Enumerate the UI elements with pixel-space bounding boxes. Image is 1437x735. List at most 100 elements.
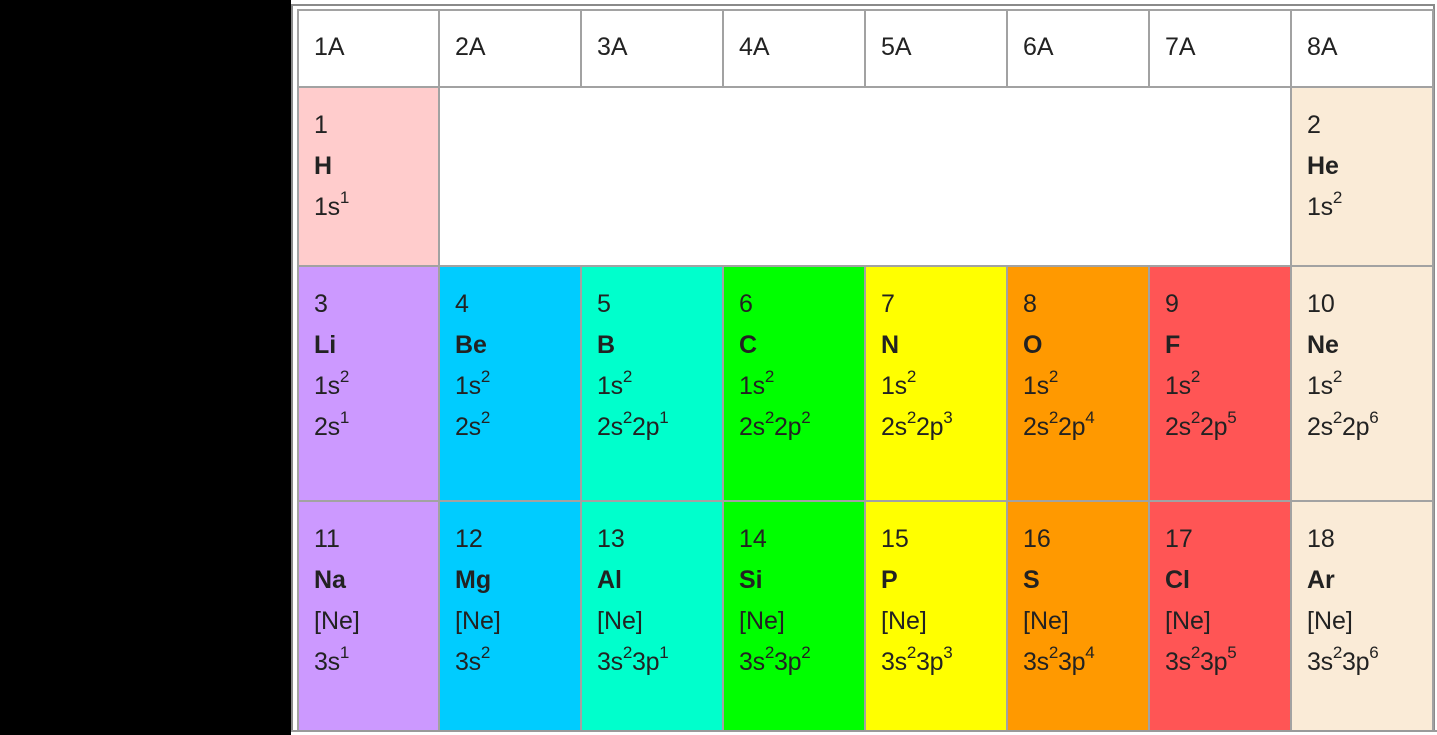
empty-gap-cell xyxy=(438,86,1292,267)
electron-config-inner: 1s2 xyxy=(1023,366,1148,407)
electron-config-inner: 1s2 xyxy=(739,366,864,407)
orbital: 3s xyxy=(455,648,481,676)
noble-gas-core: [Ne] xyxy=(455,607,501,635)
orbital: 2s xyxy=(455,413,481,441)
orbital: 1s xyxy=(1307,372,1333,400)
element-symbol: P xyxy=(881,566,898,594)
orbital: 2p xyxy=(773,413,802,441)
noble-gas-core: [Ne] xyxy=(1023,607,1069,635)
electron-config-inner: 1s2 xyxy=(597,366,722,407)
orbital: 2p xyxy=(1341,413,1370,441)
orbital: 3s xyxy=(1023,648,1049,676)
group-header-5a: 5A xyxy=(864,9,1008,88)
element-cell-n: 7 N 1s2 2s22p3 xyxy=(864,265,1008,502)
electron-count: 6 xyxy=(1369,407,1379,427)
electron-config-valence: 2s22p1 xyxy=(597,407,722,448)
element-symbol: Cl xyxy=(1165,566,1190,594)
atomic-number: 14 xyxy=(739,525,767,553)
noble-gas-core: [Ne] xyxy=(314,607,360,635)
element-symbol: B xyxy=(597,331,616,359)
electron-config-valence: 3s23p4 xyxy=(1023,642,1148,683)
electron-count: 2 xyxy=(906,407,916,427)
element-symbol: Al xyxy=(597,566,622,594)
element-symbol: O xyxy=(1023,331,1043,359)
element-symbol: F xyxy=(1165,331,1181,359)
element-cell-c: 6 C 1s2 2s22p2 xyxy=(722,265,866,502)
electron-config-inner: 1s2 xyxy=(1307,366,1432,407)
electron-config-inner: 1s2 xyxy=(1165,366,1290,407)
element-cell-o: 8 O 1s2 2s22p4 xyxy=(1006,265,1150,502)
atomic-number: 7 xyxy=(881,290,895,318)
electron-count: 2 xyxy=(764,366,774,386)
table-bottom-edge xyxy=(291,730,1437,735)
electron-count: 4 xyxy=(1085,642,1095,662)
electron-count: 2 xyxy=(622,642,632,662)
period-3-row: 11 Na [Ne] 3s1 12 Mg [Ne] 3s2 13 Al [Ne] 3s23p1 14 Si… xyxy=(297,500,1434,734)
element-cell-he: 2 He 1s2 xyxy=(1290,86,1434,267)
element-cell-p: 15 P [Ne] 3s23p3 xyxy=(864,500,1008,734)
electron-count: 2 xyxy=(480,407,490,427)
electron-count: 2 xyxy=(622,407,632,427)
element-cell-si: 14 Si [Ne] 3s23p2 xyxy=(722,500,866,734)
atomic-number: 17 xyxy=(1165,525,1193,553)
orbital: 3s xyxy=(597,648,623,676)
group-header-7a: 7A xyxy=(1148,9,1292,88)
element-symbol: S xyxy=(1023,566,1040,594)
electron-config-valence: 2s22p5 xyxy=(1165,407,1290,448)
group-header-8a: 8A xyxy=(1290,9,1434,88)
orbital: 1s xyxy=(455,372,481,400)
electron-count: 1 xyxy=(659,407,669,427)
electron-config-inner: 1s2 xyxy=(314,366,438,407)
element-cell-b: 5 B 1s2 2s22p1 xyxy=(580,265,724,502)
orbital: 1s xyxy=(314,193,340,221)
atomic-number: 10 xyxy=(1307,290,1335,318)
atomic-number: 12 xyxy=(455,525,483,553)
electron-config: 1s1 xyxy=(314,187,438,228)
orbital: 2s xyxy=(1307,413,1333,441)
electron-count: 1 xyxy=(339,407,349,427)
element-symbol: Be xyxy=(455,331,487,359)
electron-count: 1 xyxy=(339,642,349,662)
orbital: 2s xyxy=(314,413,340,441)
electron-count: 2 xyxy=(1190,407,1200,427)
orbital: 3s xyxy=(881,648,907,676)
electron-count: 2 xyxy=(801,407,811,427)
electron-count: 2 xyxy=(1048,366,1058,386)
electron-config-valence: 2s2 xyxy=(455,407,580,448)
noble-gas-core: [Ne] xyxy=(597,607,643,635)
noble-gas-core: [Ne] xyxy=(1165,607,1211,635)
atomic-number: 1 xyxy=(314,111,328,139)
electron-count: 2 xyxy=(906,642,916,662)
element-cell-ne: 10 Ne 1s2 2s22p6 xyxy=(1290,265,1434,502)
electron-count: 2 xyxy=(1332,407,1342,427)
orbital: 2p xyxy=(1057,413,1086,441)
element-cell-mg: 12 Mg [Ne] 3s2 xyxy=(438,500,582,734)
electron-count: 1 xyxy=(659,642,669,662)
electron-count: 2 xyxy=(1048,407,1058,427)
orbital: 2s xyxy=(597,413,623,441)
element-symbol: Li xyxy=(314,331,337,359)
orbital: 2s xyxy=(1023,413,1049,441)
orbital: 3p xyxy=(915,648,944,676)
electron-count: 4 xyxy=(1085,407,1095,427)
electron-config-valence: 2s22p4 xyxy=(1023,407,1148,448)
orbital: 2s xyxy=(881,413,907,441)
group-header-row: 1A 2A 3A 4A 5A 6A 7A 8A xyxy=(297,9,1434,88)
element-cell-cl: 17 Cl [Ne] 3s23p5 xyxy=(1148,500,1292,734)
electron-count: 2 xyxy=(339,366,349,386)
atomic-number: 15 xyxy=(881,525,909,553)
electron-count: 2 xyxy=(480,642,490,662)
electron-count: 2 xyxy=(480,366,490,386)
noble-gas-core: [Ne] xyxy=(881,607,927,635)
element-cell-h: 1 H 1s1 xyxy=(297,86,440,267)
electron-config-valence: 3s23p2 xyxy=(739,642,864,683)
electron-count: 2 xyxy=(1190,642,1200,662)
atomic-number: 2 xyxy=(1307,111,1321,139)
orbital: 1s xyxy=(1165,372,1191,400)
orbital: 1s xyxy=(739,372,765,400)
period-1-row: 1 H 1s1 2 He 1s2 xyxy=(297,86,1434,267)
periodic-table-frame: 1A 2A 3A 4A 5A 6A 7A 8A 1 H 1s1 2 He 1s2 3 Li 1… xyxy=(291,4,1435,735)
orbital: 2s xyxy=(739,413,765,441)
electron-config-valence: 3s23p3 xyxy=(881,642,1006,683)
element-cell-f: 9 F 1s2 2s22p5 xyxy=(1148,265,1292,502)
